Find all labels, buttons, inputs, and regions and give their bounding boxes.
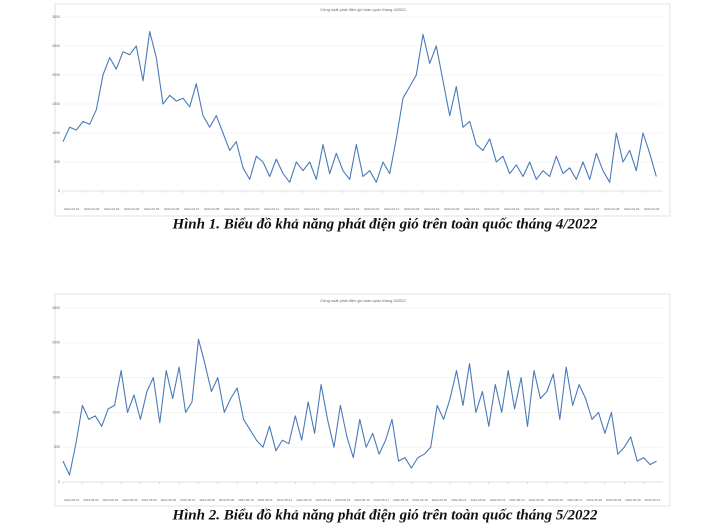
x-tick-label: 2022-04-09	[224, 207, 240, 211]
x-tick-label: 2022-05-11	[258, 498, 273, 502]
x-tick-label: 2022-04-11	[264, 207, 279, 211]
y-tick-label: 0	[58, 480, 60, 484]
x-tick-label: 2022-05-19	[412, 498, 428, 502]
x-tick-label: 2022-04-23	[504, 207, 520, 211]
y-tick-label: 3000	[52, 15, 60, 19]
x-tick-label: 2022-05-09	[219, 498, 235, 502]
y-tick-label: 2500	[52, 306, 60, 310]
x-tick-label: 2022-04-13	[304, 207, 320, 211]
x-tick-label: 2022-05-04	[122, 498, 138, 502]
x-tick-label: 2022-05-28	[587, 498, 603, 502]
x-tick-label: 2022-04-05	[144, 207, 160, 211]
x-tick-label: 2022-04-04	[124, 207, 140, 211]
x-tick-label: 2022-05-06	[161, 498, 177, 502]
x-tick-label: 2022-05-24	[509, 498, 525, 502]
x-tick-label: 2022-04-14	[324, 207, 340, 211]
x-tick-label: 2022-04-28	[604, 207, 620, 211]
y-tick-label: 0	[58, 189, 60, 193]
x-tick-label: 2022-04-01	[64, 207, 80, 211]
caption: Hình 2. Biểu đồ khả năng phát điện gió t…	[171, 507, 598, 523]
y-tick-label: 2000	[52, 341, 60, 345]
x-tick-label: 2022-05-07	[180, 498, 196, 502]
x-tick-label: 2022-05-01	[64, 498, 80, 502]
y-tick-label: 1000	[52, 410, 60, 414]
y-tick-label: 500	[54, 160, 60, 164]
y-tick-label: 2000	[52, 73, 60, 77]
x-tick-label: 2022-04-30	[644, 207, 660, 211]
data-line	[62, 338, 657, 476]
y-tick-label: 1500	[52, 376, 60, 380]
x-tick-label: 2022-04-17	[384, 207, 400, 211]
x-tick-label: 2022-04-03	[104, 207, 120, 211]
x-tick-label: 2022-04-20	[444, 207, 460, 211]
x-tick-label: 2022-04-12	[284, 207, 300, 211]
x-tick-label: 2022-05-25	[529, 498, 545, 502]
x-tick-label: 2022-05-05	[141, 498, 157, 502]
x-tick-label: 2022-05-29	[606, 498, 622, 502]
x-tick-label: 2022-05-08	[199, 498, 215, 502]
x-tick-label: 2022-04-21	[464, 207, 480, 211]
x-tick-label: 2022-05-13	[296, 498, 312, 502]
x-tick-label: 2022-04-22	[484, 207, 500, 211]
chart-frame	[54, 3, 671, 217]
x-tick-label: 2022-05-14	[316, 498, 332, 502]
x-tick-label: 2022-04-25	[544, 207, 560, 211]
y-tick-label: 1500	[52, 102, 60, 106]
x-tick-label: 2022-04-10	[244, 207, 260, 211]
x-tick-label: 2022-05-22	[470, 498, 486, 502]
x-tick-label: 2022-05-16	[354, 498, 370, 502]
x-tick-label: 2022-04-08	[204, 207, 220, 211]
x-tick-label: 2022-04-27	[584, 207, 600, 211]
x-tick-label: 2022-05-10	[238, 498, 254, 502]
x-tick-label: 2022-04-26	[564, 207, 580, 211]
x-tick-label: 2022-05-21	[451, 498, 467, 502]
chart-title: Công suất phát điện gió toàn quốc tháng …	[320, 7, 406, 12]
chart-title: Công suất phát điện gió toàn quốc tháng …	[320, 298, 406, 303]
x-tick-label: 2022-05-17	[374, 498, 390, 502]
x-tick-label: 2022-04-15	[344, 207, 360, 211]
x-tick-label: 2022-05-27	[567, 498, 583, 502]
y-tick-label: 500	[54, 445, 60, 449]
data-line	[62, 30, 657, 183]
y-tick-label: 1000	[52, 131, 60, 135]
chart-frame	[54, 293, 671, 507]
x-tick-label: 2022-05-12	[277, 498, 293, 502]
x-tick-label: 2022-05-31	[645, 498, 661, 502]
x-tick-label: 2022-04-06	[164, 207, 180, 211]
x-tick-label: 2022-04-16	[364, 207, 380, 211]
x-tick-label: 2022-04-18	[404, 207, 420, 211]
x-tick-label: 2022-05-02	[83, 498, 99, 502]
y-tick-label: 2500	[52, 44, 60, 48]
x-tick-label: 2022-04-02	[84, 207, 100, 211]
x-tick-label: 2022-04-19	[424, 207, 440, 211]
x-tick-label: 2022-05-18	[393, 498, 409, 502]
x-tick-label: 2022-05-20	[432, 498, 448, 502]
x-tick-label: 2022-04-07	[184, 207, 200, 211]
caption: Hình 1. Biểu đồ khả năng phát điện gió t…	[171, 216, 598, 232]
x-tick-label: 2022-05-03	[103, 498, 119, 502]
x-tick-label: 2022-05-23	[490, 498, 506, 502]
x-tick-label: 2022-05-26	[548, 498, 564, 502]
x-tick-label: 2022-05-15	[335, 498, 351, 502]
x-tick-label: 2022-04-29	[624, 207, 640, 211]
x-tick-label: 2022-04-24	[524, 207, 540, 211]
x-tick-label: 2022-05-30	[625, 498, 641, 502]
